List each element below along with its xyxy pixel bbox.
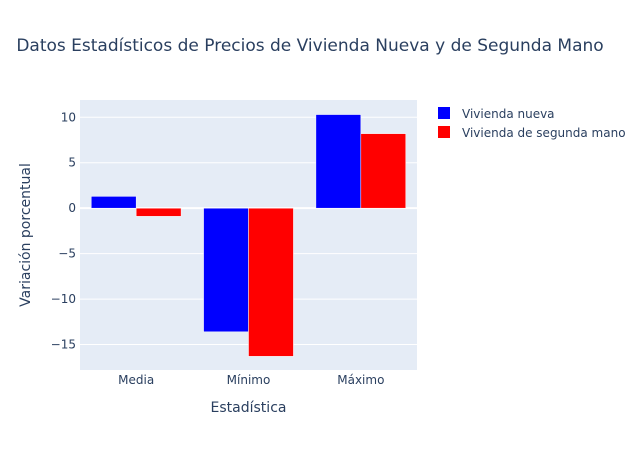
y-tick-label: −15 <box>51 338 76 352</box>
legend-swatch-vivienda-nueva <box>438 107 450 119</box>
y-tick-label: 5 <box>68 156 76 170</box>
legend-label-vivienda-segunda-mano: Vivienda de segunda mano <box>462 126 626 140</box>
legend-swatch-vivienda-segunda-mano <box>438 126 450 138</box>
legend-item-vivienda-segunda-mano[interactable]: Vivienda de segunda mano <box>438 126 626 140</box>
legend[interactable]: Vivienda nueva Vivienda de segunda mano <box>438 107 626 140</box>
legend-item-vivienda-nueva[interactable]: Vivienda nueva <box>438 107 555 121</box>
legend-label-vivienda-nueva: Vivienda nueva <box>462 107 555 121</box>
y-tick-label: 10 <box>61 110 76 124</box>
chart-title: Datos Estadísticos de Precios de Viviend… <box>16 36 603 56</box>
x-tick-label: Máximo <box>337 373 384 387</box>
bar-vivienda-segunda-mano-1[interactable] <box>248 207 294 357</box>
bar-vivienda-segunda-mano-2[interactable] <box>360 133 407 209</box>
y-axis-title: Variación porcentual <box>18 163 34 307</box>
bar-vivienda-nueva-0[interactable] <box>90 196 137 209</box>
bar-vivienda-segunda-mano-0[interactable] <box>135 207 182 217</box>
y-tick-label: −10 <box>51 292 76 306</box>
x-tick-label: Media <box>118 373 154 387</box>
bars <box>90 114 407 357</box>
x-tick-labels: Media Mínimo Máximo <box>118 373 384 387</box>
x-tick-label: Mínimo <box>227 373 271 387</box>
x-axis-title: Estadística <box>211 400 287 416</box>
bar-vivienda-nueva-1[interactable] <box>203 207 249 333</box>
bar-vivienda-nueva-2[interactable] <box>315 114 362 209</box>
y-tick-label: −5 <box>58 247 76 261</box>
y-tick-labels: 10 5 0 −5 −10 −15 <box>51 110 76 351</box>
y-tick-label: 0 <box>68 201 76 215</box>
